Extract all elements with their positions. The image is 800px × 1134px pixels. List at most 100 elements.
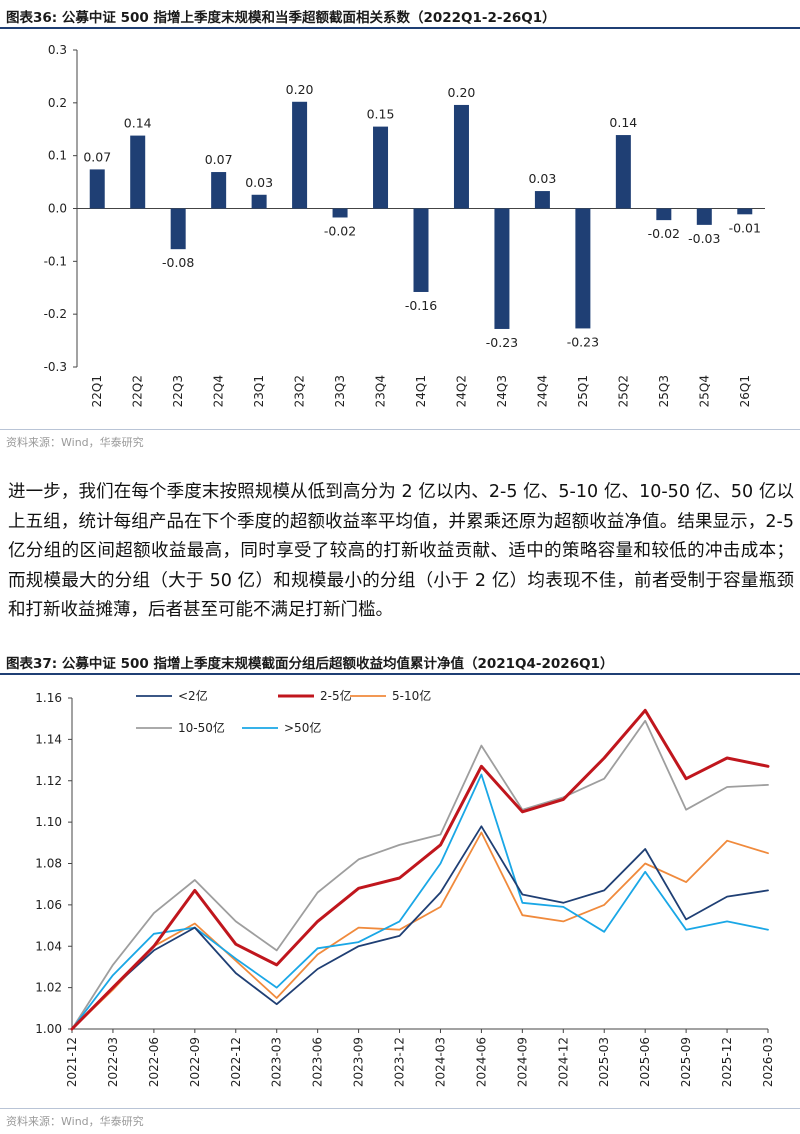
line-y-tick-label: 1.02 <box>35 981 62 995</box>
bar <box>494 208 510 329</box>
figure2-bottom-rule <box>0 1108 800 1109</box>
line-x-tick-label: 2022-12 <box>229 1037 243 1087</box>
bar-x-tick-label: 22Q4 <box>212 375 226 407</box>
bar-x-tick-label: 22Q1 <box>90 375 104 407</box>
bar-x-tick-label: 24Q2 <box>454 375 468 407</box>
bar <box>615 135 631 209</box>
bar-y-tick-label: -0.1 <box>44 254 67 268</box>
legend-label: 5-10亿 <box>392 688 431 703</box>
figure1-title: 图表36: 公募中证 500 指增上季度末规模和当季超额截面相关系数（2022Q… <box>6 10 556 26</box>
line-x-tick-label: 2026-03 <box>761 1037 775 1087</box>
bar-x-tick-label: 24Q4 <box>535 375 549 407</box>
line-x-tick-label: 2022-09 <box>188 1037 202 1087</box>
bar-data-label: -0.23 <box>567 334 599 349</box>
bar-x-tick-label: 22Q3 <box>171 375 185 407</box>
bar-data-label: -0.23 <box>486 335 518 350</box>
line-x-tick-label: 2021-12 <box>65 1037 79 1087</box>
line-x-tick-label: 2025-06 <box>638 1037 652 1087</box>
line-x-tick-label: 2023-03 <box>270 1037 284 1087</box>
series-line <box>71 831 769 1030</box>
bar-data-label: 0.03 <box>528 171 556 186</box>
bar <box>170 208 186 250</box>
bar <box>332 208 348 218</box>
bar-data-label: -0.01 <box>729 220 761 235</box>
bar-data-label: 0.07 <box>205 152 233 167</box>
bar <box>130 135 146 209</box>
legend-label: 10-50亿 <box>178 720 225 735</box>
bar-x-tick-label: 23Q4 <box>374 375 388 407</box>
bar <box>534 191 550 209</box>
line-y-tick-label: 1.00 <box>35 1022 62 1036</box>
bar-y-tick-label: 0.3 <box>48 43 67 57</box>
bar-x-tick-label: 25Q4 <box>697 375 711 407</box>
line-x-tick-label: 2024-09 <box>515 1037 529 1087</box>
bar-data-label: -0.02 <box>324 223 356 238</box>
bar-chart: 0.3 0.2 0.1 0.0 -0.1 -0.2 -0.3 0.07 0.14 -0.08 0.… <box>44 43 765 407</box>
series-line <box>71 825 769 1030</box>
line-x-tick-label: 2022-03 <box>106 1037 120 1087</box>
bar-x-tick-label: 22Q2 <box>131 375 145 407</box>
bar-y-tick-label: 0.2 <box>48 96 67 110</box>
bar-data-label: 0.20 <box>286 82 314 97</box>
line-y-tick-label: 1.06 <box>35 898 62 912</box>
bar <box>373 126 389 209</box>
bar-x-tick-label: 23Q3 <box>333 375 347 407</box>
bar <box>656 208 672 221</box>
bar-data-label: -0.03 <box>688 231 720 246</box>
bar-x-tick-label: 25Q1 <box>576 375 590 407</box>
line-y-tick-label: 1.10 <box>35 815 62 829</box>
line-y-tick-label: 1.14 <box>35 732 62 746</box>
legend-label: <2亿 <box>178 688 208 703</box>
line-x-tick-label: 2024-12 <box>556 1037 570 1087</box>
bar <box>292 101 308 209</box>
legend-label: 2-5亿 <box>320 688 352 703</box>
bar-y-tick-label: -0.3 <box>44 360 67 374</box>
bar-x-tick-label: 23Q2 <box>293 375 307 407</box>
bar-x-tick-label: 25Q2 <box>616 375 630 407</box>
bar-x-tick-label: 25Q3 <box>657 375 671 407</box>
series-line <box>70 708 770 1031</box>
bar-data-label: 0.14 <box>609 115 637 130</box>
bar-y-tick-label: 0.0 <box>48 202 67 216</box>
bar-x-tick-label: 24Q3 <box>495 375 509 407</box>
figure2-source: 资料来源：Wind，华泰研究 <box>6 1115 144 1128</box>
bar <box>413 208 429 292</box>
bar-data-label: 0.15 <box>367 107 395 122</box>
line-y-tick-label: 1.12 <box>35 774 62 788</box>
series-line <box>71 773 769 1030</box>
figure1-bottom-rule <box>0 429 800 430</box>
bar-data-label: 0.14 <box>124 116 152 131</box>
figure2-top-rule <box>0 673 800 675</box>
line-y-tick-label: 1.08 <box>35 857 62 871</box>
line-x-tick-label: 2022-06 <box>147 1037 161 1087</box>
line-chart: 1.16 1.14 1.12 1.10 1.08 1.06 1.04 1.02 1.002021… <box>35 688 775 1087</box>
line-x-tick-label: 2025-12 <box>720 1037 734 1087</box>
line-x-tick-label: 2024-06 <box>474 1037 488 1087</box>
bar <box>696 208 712 225</box>
bar-data-label: 0.20 <box>448 85 476 100</box>
bar <box>575 208 591 329</box>
bar-x-tick-label: 23Q1 <box>252 375 266 407</box>
bar-data-label: 0.07 <box>83 149 111 164</box>
figure1-top-rule <box>0 27 800 29</box>
bar-y-tick-label: -0.2 <box>44 307 67 321</box>
bar-x-tick-label: 24Q1 <box>414 375 428 407</box>
bar <box>211 172 227 209</box>
bar-y-tick-label: 0.1 <box>48 149 67 163</box>
line-x-tick-label: 2023-12 <box>393 1037 407 1087</box>
line-y-tick-label: 1.04 <box>35 939 62 953</box>
bar <box>737 208 753 215</box>
line-x-tick-label: 2023-06 <box>311 1037 325 1087</box>
bar <box>251 194 267 209</box>
series-line <box>71 719 769 1030</box>
body-paragraph: 进一步，我们在每个季度末按照规模从低到高分为 2 亿以内、2-5 亿、5-10 … <box>8 482 794 620</box>
line-x-tick-label: 2025-09 <box>679 1037 693 1087</box>
bar <box>89 169 105 209</box>
bar <box>453 104 469 209</box>
line-y-tick-label: 1.16 <box>35 691 62 705</box>
line-x-tick-label: 2023-09 <box>352 1037 366 1087</box>
line-x-tick-label: 2024-03 <box>433 1037 447 1087</box>
figure1-source: 资料来源：Wind，华泰研究 <box>6 436 144 449</box>
bar-data-label: -0.08 <box>162 255 194 270</box>
bar-data-label: -0.02 <box>648 226 680 241</box>
